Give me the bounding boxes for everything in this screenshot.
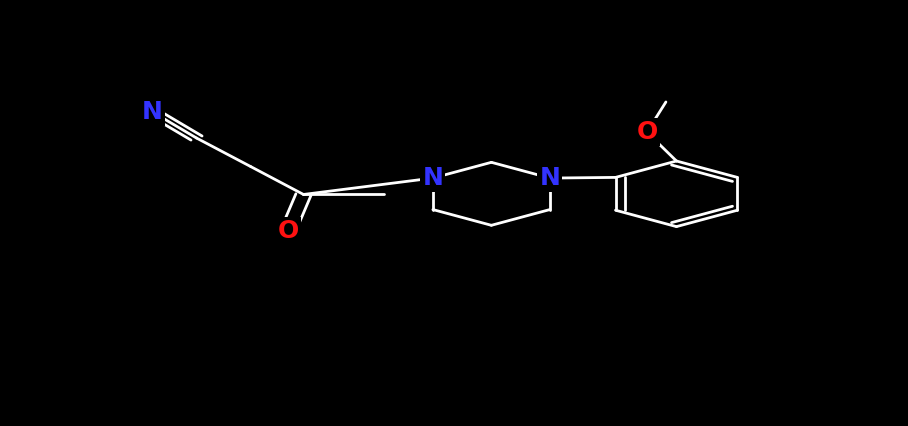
Text: O: O bbox=[277, 219, 299, 243]
Text: O: O bbox=[637, 120, 657, 144]
Text: N: N bbox=[422, 166, 443, 190]
Text: N: N bbox=[142, 100, 163, 124]
Text: N: N bbox=[539, 166, 560, 190]
